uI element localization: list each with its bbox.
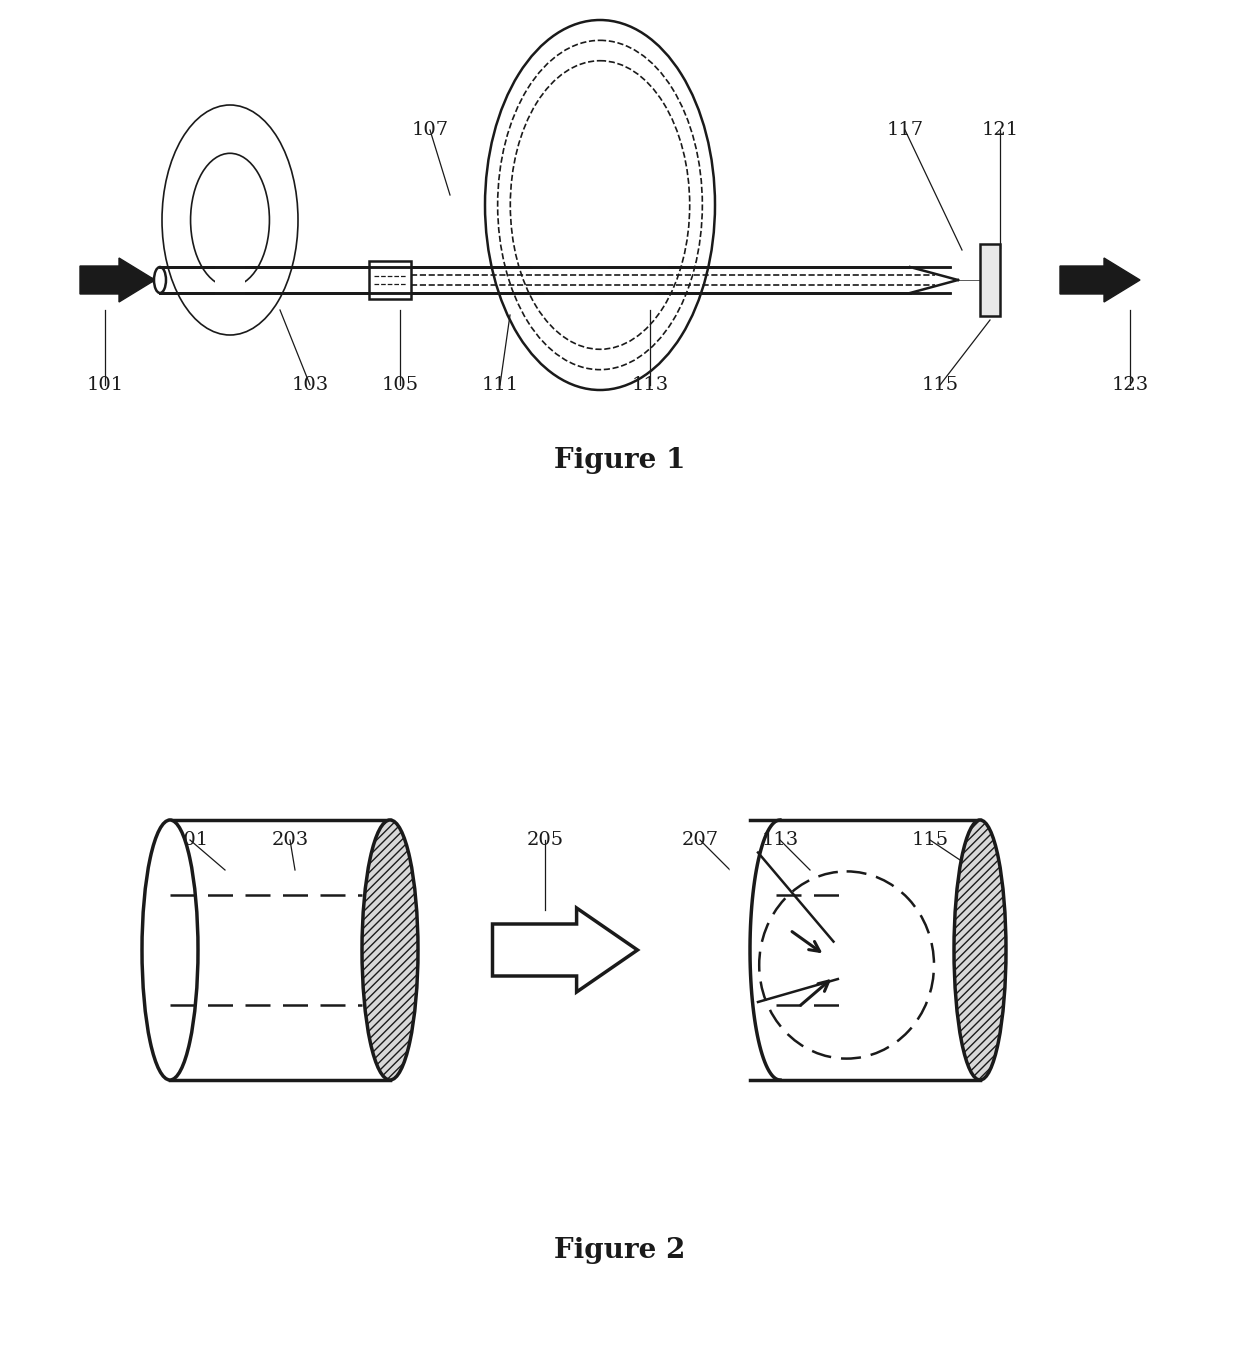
- Ellipse shape: [724, 820, 776, 1080]
- Text: 201: 201: [171, 831, 208, 849]
- Polygon shape: [910, 268, 959, 294]
- Bar: [215, 265, 246, 295]
- Text: Figure 2: Figure 2: [554, 1236, 686, 1264]
- Text: 207: 207: [682, 831, 718, 849]
- Ellipse shape: [143, 820, 198, 1080]
- Bar: [370, 261, 410, 299]
- Text: 113: 113: [761, 831, 799, 849]
- Polygon shape: [492, 908, 637, 992]
- FancyArrow shape: [81, 258, 155, 302]
- Ellipse shape: [362, 820, 418, 1080]
- Bar: [160, 268, 950, 294]
- Text: 121: 121: [981, 121, 1018, 139]
- Text: 115: 115: [911, 831, 949, 849]
- Text: 103: 103: [291, 376, 329, 394]
- Text: 205: 205: [527, 831, 563, 849]
- Text: 107: 107: [412, 121, 449, 139]
- Polygon shape: [750, 820, 980, 1080]
- Text: 115: 115: [921, 376, 959, 394]
- Text: 113: 113: [631, 376, 668, 394]
- Text: 105: 105: [382, 376, 419, 394]
- FancyArrow shape: [1060, 258, 1140, 302]
- Bar: [980, 244, 999, 316]
- Bar: [170, 820, 391, 1080]
- Ellipse shape: [154, 268, 166, 294]
- Text: 203: 203: [272, 831, 309, 849]
- Text: Figure 1: Figure 1: [554, 446, 686, 473]
- Text: 123: 123: [1111, 376, 1148, 394]
- Text: 111: 111: [481, 376, 518, 394]
- Text: 117: 117: [887, 121, 924, 139]
- Ellipse shape: [954, 820, 1006, 1080]
- Text: 101: 101: [87, 376, 124, 394]
- Ellipse shape: [522, 80, 678, 331]
